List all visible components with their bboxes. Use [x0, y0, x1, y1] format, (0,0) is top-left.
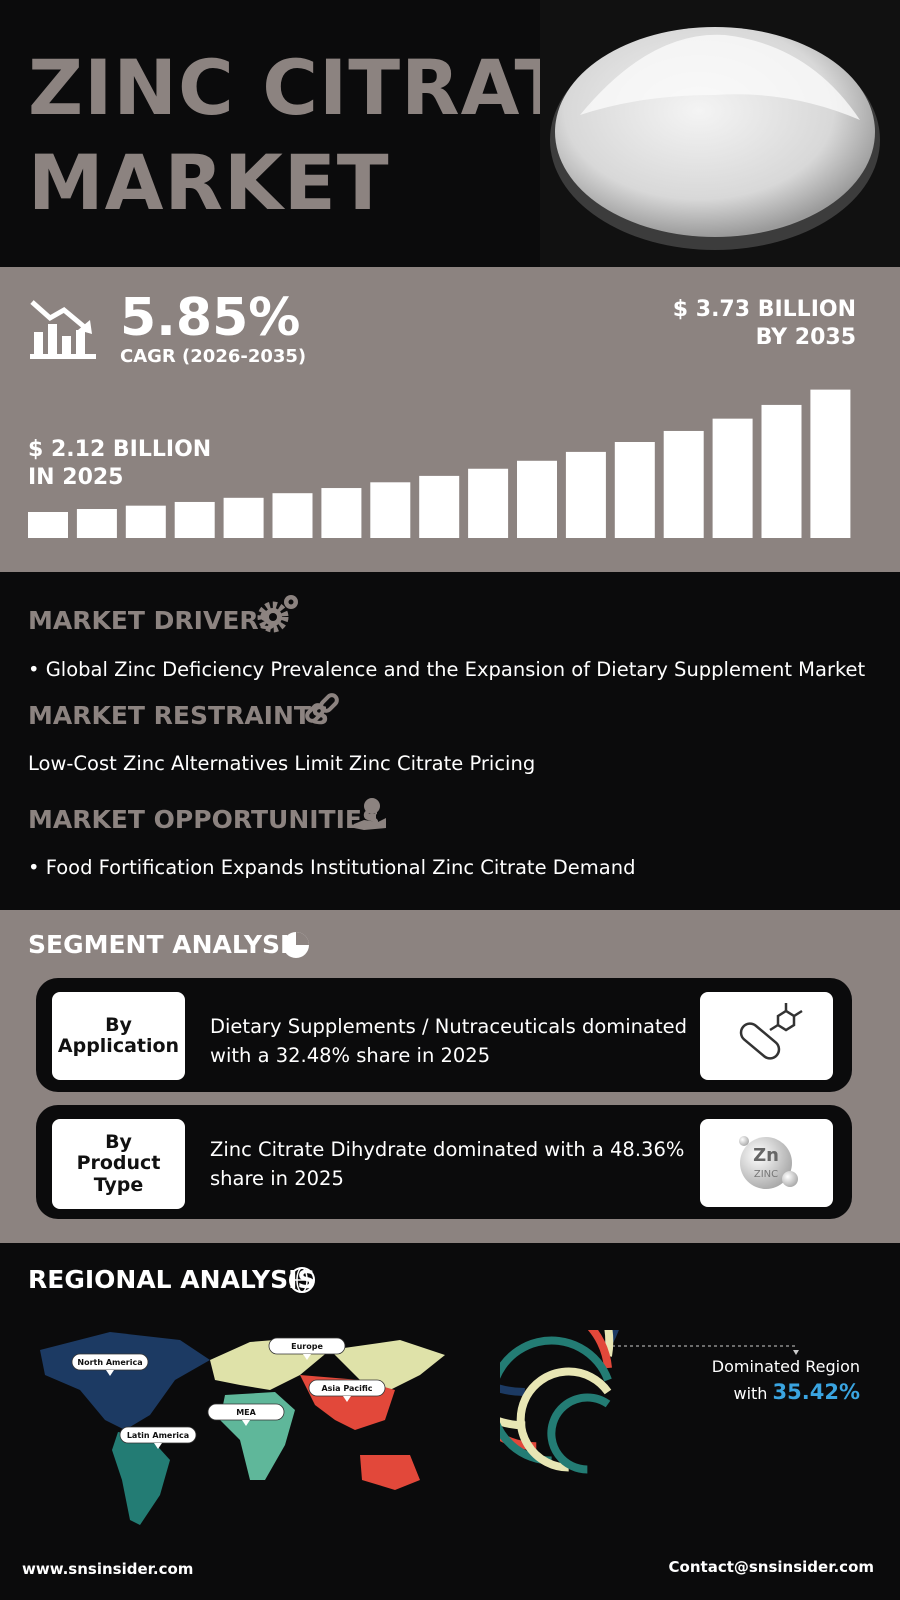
region-label: Europe — [291, 1342, 323, 1351]
pie-icon — [283, 932, 309, 958]
restraints-heading: MARKET RESTRAINTS — [28, 701, 329, 730]
label-line: By — [105, 1013, 132, 1036]
segment-text: Dietary Supplements / Nutraceuticals dom… — [210, 1012, 687, 1071]
title-line: ZINC CITRATE — [28, 43, 621, 132]
growth-bar — [712, 418, 753, 538]
title-line: MARKET — [28, 138, 390, 227]
text-line: Dietary Supplements / Nutraceuticals dom… — [210, 1015, 688, 1038]
opportunities-text: • Food Fortification Expands Institution… — [28, 856, 636, 879]
powder-dish — [540, 0, 900, 267]
opportunities-heading: MARKET OPPORTUNITIES — [28, 805, 380, 834]
growth-bar — [419, 475, 460, 538]
region-label: Latin America — [127, 1431, 189, 1440]
region-pointer — [106, 1370, 114, 1376]
ring-arc — [547, 1393, 611, 1474]
cagr-label: CAGR (2026-2035) — [120, 346, 307, 367]
growth-bars — [28, 389, 851, 538]
growth-bar — [125, 505, 166, 538]
region-pointer — [154, 1443, 162, 1449]
chart-icon — [30, 300, 96, 359]
growth-bar — [468, 468, 509, 538]
zinc-icon: Zn ZINC — [700, 1119, 833, 1207]
growth-bar — [761, 404, 802, 538]
drivers-text: • Global Zinc Deficiency Prevalence and … — [28, 658, 866, 681]
growth-bar — [517, 460, 557, 538]
regional-heading: REGIONAL ANALYSIS — [28, 1265, 316, 1294]
growth-bar — [174, 501, 215, 538]
start-value-year: IN 2025 — [28, 465, 124, 491]
text-line: share in 2025 — [210, 1167, 344, 1191]
zinc-symbol: Zn — [753, 1145, 779, 1166]
region-pointer — [303, 1354, 311, 1360]
website[interactable]: www.snsinsider.com — [22, 1560, 194, 1578]
contact[interactable]: Contact@snsinsider.com — [668, 1558, 874, 1576]
region-rings — [500, 1330, 799, 1474]
growth-bar — [614, 441, 655, 538]
region-label: Asia Pacific — [321, 1384, 372, 1393]
start-value: $ 2.12 BILLION IN 2025 — [28, 436, 211, 492]
segment-label: By Application — [52, 992, 185, 1080]
region-pointer — [242, 1420, 250, 1426]
region-pointer — [343, 1396, 351, 1402]
world-map: North America Europe Asia Pacific MEA Latin … — [40, 1332, 445, 1525]
dominated-region: Dominated Region with 35.42% — [712, 1356, 860, 1408]
growth-bar — [223, 497, 264, 538]
growth-bar — [272, 493, 313, 538]
label-line: Application — [57, 1035, 180, 1057]
growth-bar — [76, 509, 117, 538]
text-line: with a 32.48% share in 2025 — [210, 1044, 491, 1068]
dominated-share: 35.42% — [772, 1380, 860, 1405]
idea-icon — [354, 798, 386, 830]
ring-arc — [500, 1336, 612, 1465]
end-value: $ 3.73 BILLION BY 2035 — [673, 296, 856, 352]
segment-text: Zinc Citrate Dihydrate dominated with a … — [210, 1135, 684, 1194]
label-line: Product — [76, 1152, 161, 1175]
growth-bar — [663, 430, 704, 538]
end-value-year: BY 2035 — [755, 325, 856, 351]
growth-bar — [28, 512, 68, 538]
growth-bar — [565, 451, 606, 538]
drivers-heading: MARKET DRIVERS — [28, 606, 277, 635]
region-label: MEA — [236, 1408, 256, 1417]
end-value-amount: $ 3.73 BILLION — [672, 297, 856, 322]
region-label: North America — [77, 1358, 142, 1367]
with-label: with — [733, 1384, 768, 1404]
restraints-text: Low-Cost Zinc Alternatives Limit Zinc Ci… — [28, 752, 536, 775]
chain-icon — [305, 693, 339, 723]
segment-label: By Product Type — [52, 1119, 185, 1209]
globe-icon — [289, 1267, 315, 1293]
growth-bar — [370, 482, 411, 538]
growth-bar — [810, 389, 851, 538]
start-value-amount: $ 2.12 BILLION — [28, 437, 212, 462]
supplement-icon — [700, 992, 833, 1080]
growth-bar — [321, 488, 362, 538]
gears-icon — [257, 595, 298, 633]
cagr-value: 5.85% — [120, 288, 301, 348]
label-line: By — [105, 1131, 132, 1154]
zinc-word: ZINC — [754, 1169, 778, 1180]
ring-arc — [516, 1367, 612, 1472]
text-line: Zinc Citrate Dihydrate dominated with a … — [210, 1138, 685, 1161]
segment-heading: SEGMENT ANALYSIS — [28, 930, 308, 959]
dominated-share-line: with 35.42% — [712, 1378, 860, 1407]
label-line: Type — [93, 1173, 144, 1196]
dominated-label: Dominated Region — [711, 1357, 860, 1376]
